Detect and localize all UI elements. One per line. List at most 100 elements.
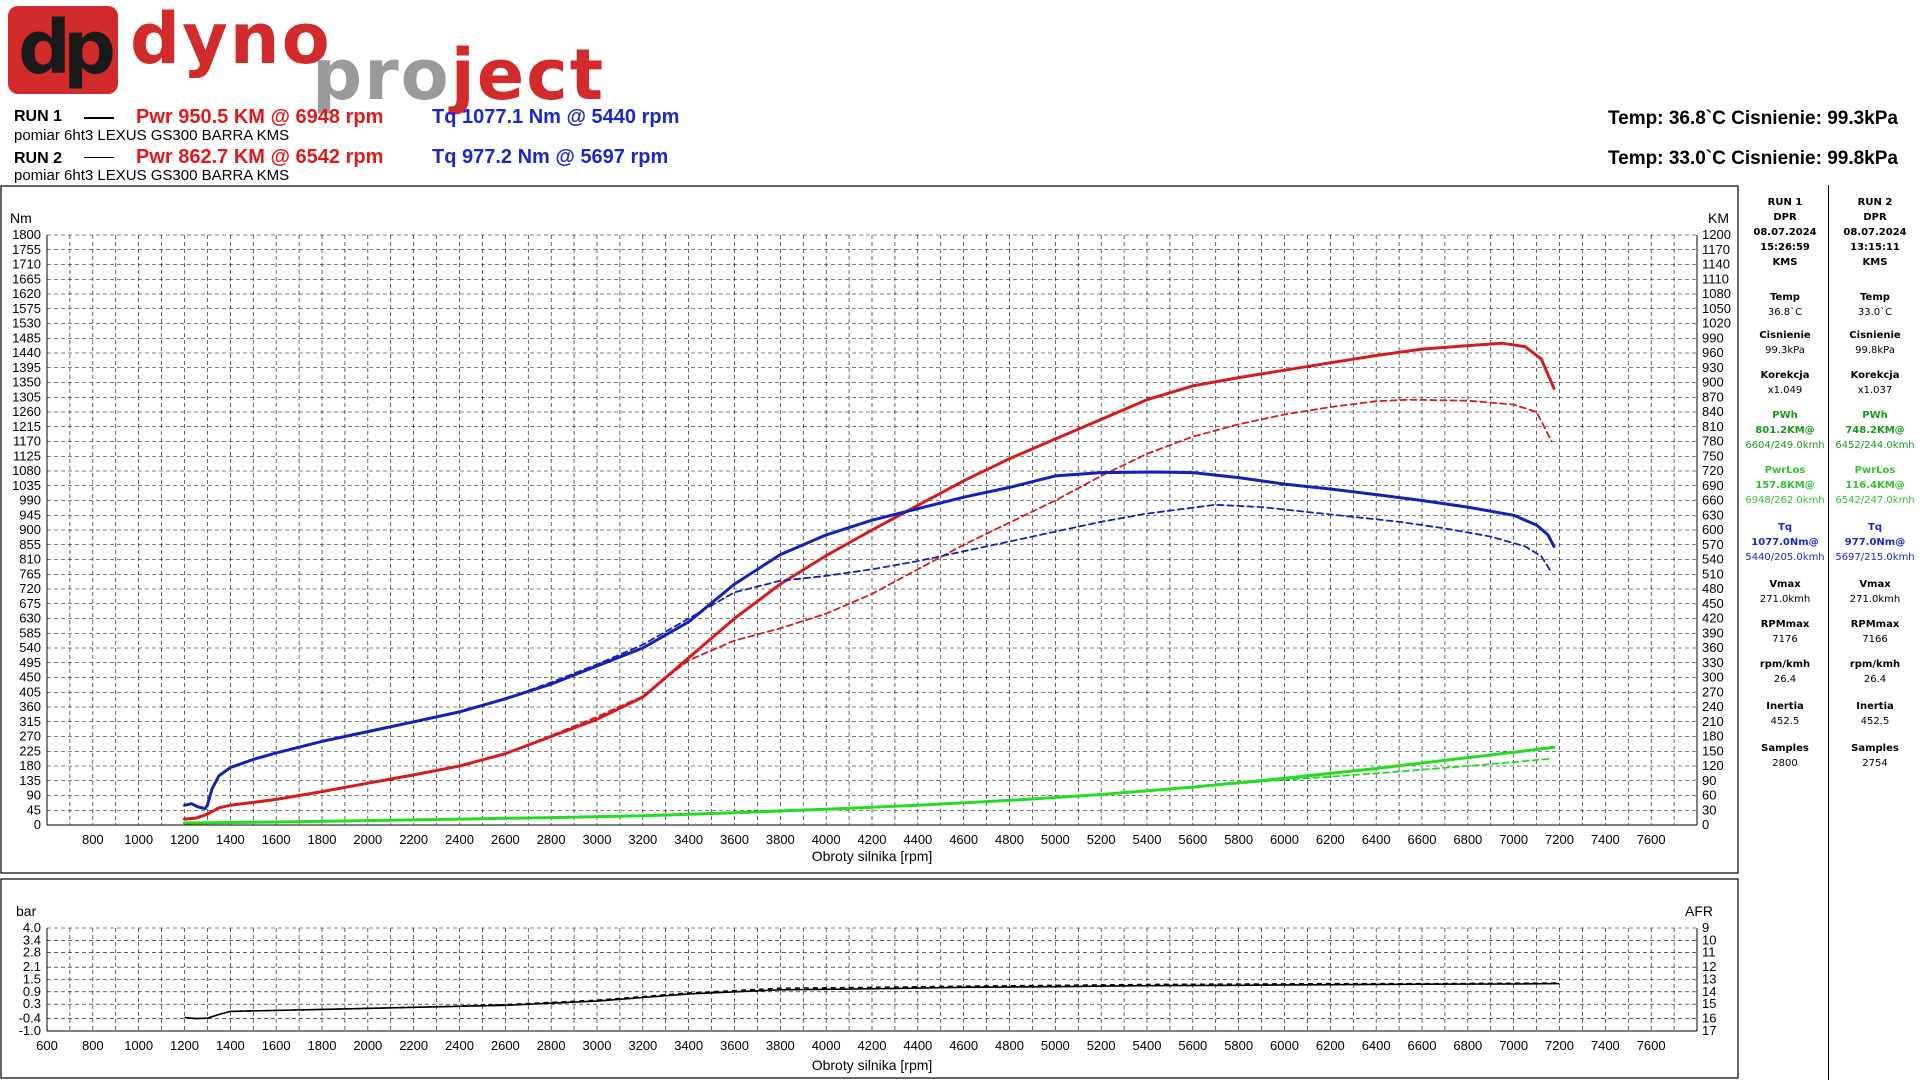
x-tick-label: 2400 bbox=[445, 832, 474, 847]
x-tick-label: 4400 bbox=[903, 832, 932, 847]
x-tick-label: 1400 bbox=[216, 1038, 245, 1053]
x-tick-label: 3000 bbox=[583, 1038, 612, 1053]
run1-corr-label: Korekcja bbox=[1760, 370, 1810, 381]
y2-tick-label: 690 bbox=[1702, 478, 1724, 493]
run1-details: RUN 1 DPR 08.07.2024 15:26:59 KMS Temp 36.8`C C… bbox=[1740, 185, 1830, 1080]
series-pwrlos-run-1 bbox=[183, 745, 1556, 825]
x-tick-label: 3400 bbox=[674, 832, 703, 847]
run1-head-0: RUN 1 bbox=[1767, 197, 1803, 208]
x-tick-label: 3200 bbox=[628, 1038, 657, 1053]
x-tick-label: 800 bbox=[82, 832, 104, 847]
y2-tick-label: 510 bbox=[1702, 566, 1724, 581]
series-boost-run-2 bbox=[184, 982, 1560, 1020]
y-tick-label: -0.4 bbox=[19, 1011, 41, 1026]
y-tick-label: 315 bbox=[19, 714, 41, 729]
run1-label: RUN 1 bbox=[14, 108, 63, 125]
x-tick-label: 6800 bbox=[1453, 832, 1482, 847]
y-tick-label: 1800 bbox=[12, 227, 41, 242]
x-tick-label: 4000 bbox=[812, 832, 841, 847]
x-tick-label: 5800 bbox=[1224, 832, 1253, 847]
y2-tick-label: 990 bbox=[1702, 330, 1724, 345]
run1-rpmmax: 7176 bbox=[1772, 634, 1798, 645]
y-tick-label: 1755 bbox=[12, 242, 41, 257]
x-tick-label: 5800 bbox=[1224, 1038, 1253, 1053]
x-tick-label: 7200 bbox=[1545, 1038, 1574, 1053]
y2-tick-label: 1170 bbox=[1702, 242, 1730, 257]
y2-tick-label: 240 bbox=[1702, 699, 1724, 714]
series-pwrlos-run-2 bbox=[183, 757, 1553, 824]
run1-torque-summary: Tq 1077.1 Nm @ 5440 rpm bbox=[432, 106, 680, 128]
spacer bbox=[1740, 607, 1830, 617]
x-tick-label: 5400 bbox=[1133, 832, 1162, 847]
series-pwr-run-2 bbox=[183, 398, 1553, 820]
run2-tq2: 5697/215.0kmh bbox=[1835, 552, 1915, 563]
x-tick-label: 1000 bbox=[124, 832, 153, 847]
y2-tick-label: 11 bbox=[1702, 945, 1716, 960]
y2-tick-label: 870 bbox=[1702, 389, 1724, 404]
y2-tick-label: 630 bbox=[1702, 507, 1724, 522]
run2-head-2: 08.07.2024 bbox=[1843, 227, 1907, 238]
x-tick-label: 4800 bbox=[995, 832, 1024, 847]
run2-head-1: DPR bbox=[1863, 212, 1887, 223]
y-tick-label: 1620 bbox=[12, 286, 41, 301]
y-tick-label: 495 bbox=[19, 655, 41, 670]
run2-press: 99.8kPa bbox=[1855, 345, 1895, 356]
y-tick-label: 630 bbox=[19, 611, 41, 626]
spacer bbox=[1740, 358, 1830, 368]
y2-tick-label: 17 bbox=[1702, 1023, 1716, 1038]
logo-word-pro: pro bbox=[312, 34, 451, 116]
spacer bbox=[1830, 358, 1920, 368]
x-tick-label: 5200 bbox=[1087, 832, 1116, 847]
run1-inertia: 452.5 bbox=[1770, 716, 1800, 727]
run1-inertia-label: Inertia bbox=[1766, 701, 1804, 712]
spacer bbox=[1830, 687, 1920, 699]
spacer bbox=[1830, 607, 1920, 617]
x-tick-label: 2600 bbox=[491, 832, 520, 847]
x-tick-label: 5600 bbox=[1178, 832, 1207, 847]
y2-tick-label: 900 bbox=[1702, 375, 1724, 390]
y-tick-label: 45 bbox=[27, 802, 41, 817]
run1-head-3: 15:26:59 bbox=[1760, 242, 1810, 253]
x-tick-label: 2400 bbox=[445, 1038, 474, 1053]
run2-tq-label: Tq bbox=[1868, 522, 1882, 533]
y-tick-label: -1.0 bbox=[19, 1023, 41, 1038]
y2-tick-label: 120 bbox=[1702, 758, 1724, 773]
y2-tick-label: 10 bbox=[1702, 932, 1716, 947]
y-tick-label: 180 bbox=[19, 758, 41, 773]
y-tick-label: 1440 bbox=[12, 345, 41, 360]
boost-afr-chart: -1.0 17 -0.4 16 0.3 15 0.9 14 1.5 13 2.1 12 2.8 11 3.4… bbox=[0, 878, 1739, 1079]
run2-press-label: Cisnienie bbox=[1849, 330, 1901, 341]
x-tick-label: 5200 bbox=[1087, 1038, 1116, 1053]
y2-tick-label: 1020 bbox=[1702, 316, 1731, 331]
y2-tick-label: 12 bbox=[1702, 959, 1716, 974]
run2-rpmkmh-label: rpm/kmh bbox=[1849, 659, 1901, 670]
y2-tick-label: 390 bbox=[1702, 625, 1724, 640]
x-tick-label: 5000 bbox=[1041, 832, 1070, 847]
x-tick-label: 7600 bbox=[1637, 1038, 1666, 1053]
run2-rpmmax-label: RPMmax bbox=[1850, 619, 1900, 630]
run1-line-sample bbox=[84, 117, 114, 119]
run1-temp-label: Temp bbox=[1770, 292, 1800, 303]
y2-tick-label: 600 bbox=[1702, 522, 1724, 537]
logo-wordmark: dyno project bbox=[130, 4, 603, 110]
run2-pwrlos2: 6542/247.0kmh bbox=[1835, 495, 1915, 506]
run1-tq-label: Tq bbox=[1778, 522, 1792, 533]
run1-rpmmax-label: RPMmax bbox=[1760, 619, 1810, 630]
spacer bbox=[1740, 453, 1830, 463]
y-tick-label: 2.1 bbox=[23, 959, 41, 974]
y-tick-label: 1575 bbox=[12, 301, 41, 316]
run2-pwrlos1: 116.4KM@ bbox=[1845, 480, 1905, 491]
y-tick-label: 540 bbox=[19, 640, 41, 655]
run2-inertia-label: Inertia bbox=[1856, 701, 1894, 712]
y-axis-label: Nm bbox=[10, 210, 32, 226]
y2-tick-label: 60 bbox=[1702, 788, 1716, 803]
y-tick-label: 1665 bbox=[12, 271, 41, 286]
spacer bbox=[1830, 320, 1920, 328]
x-axis-label: Obroty silnika [rpm] bbox=[812, 1057, 933, 1073]
x-tick-label: 2800 bbox=[537, 1038, 566, 1053]
y2-tick-label: 13 bbox=[1702, 972, 1716, 987]
x-tick-label: 3800 bbox=[766, 832, 795, 847]
run2-details: RUN 2 DPR 08.07.2024 13:15:11 KMS Temp 33.0`C C… bbox=[1830, 185, 1920, 1080]
y-tick-label: 135 bbox=[19, 773, 41, 788]
spacer bbox=[1740, 729, 1830, 741]
